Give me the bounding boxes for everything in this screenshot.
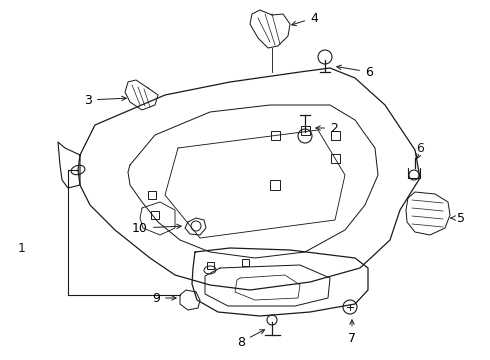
Text: 10: 10 [132,221,181,234]
Text: 7: 7 [348,320,356,345]
Text: 6: 6 [337,65,373,78]
Text: 4: 4 [292,12,318,26]
Text: 9: 9 [152,292,176,305]
Text: 1: 1 [18,242,26,255]
Text: 8: 8 [237,330,265,348]
Text: 3: 3 [84,94,126,107]
Text: 6: 6 [416,141,424,154]
Text: 2: 2 [316,122,338,135]
Text: 5: 5 [451,211,465,225]
